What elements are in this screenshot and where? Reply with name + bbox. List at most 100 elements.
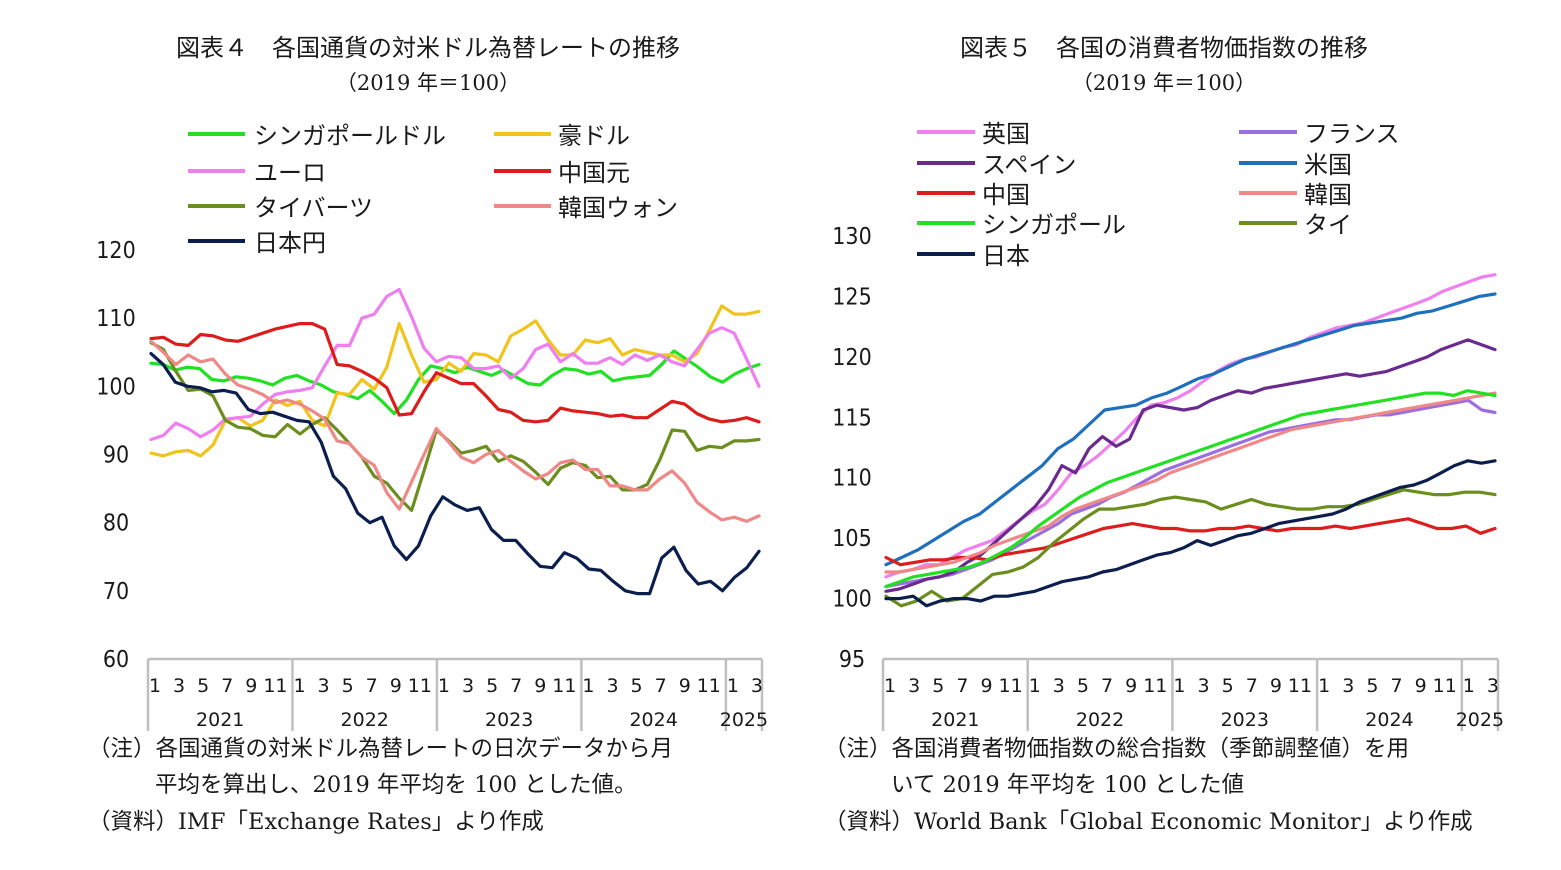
month-tick-label: 7 (956, 675, 968, 697)
y-tick-label: 90 (103, 443, 129, 469)
month-tick-label: 3 (173, 675, 185, 697)
year-tick-label: 2022 (341, 709, 389, 731)
series-lines (884, 273, 1497, 608)
month-tick-label: 7 (510, 675, 522, 697)
month-tick-label: 5 (342, 675, 354, 697)
month-tick-label: 5 (1222, 675, 1234, 697)
series-line-4 (149, 341, 761, 512)
series-line-8 (884, 459, 1497, 608)
month-tick-label: 9 (1270, 675, 1282, 697)
series-line-6 (149, 352, 761, 596)
month-tick-label: 5 (1077, 675, 1089, 697)
legend-label-krw: 韓国ウォン (558, 194, 678, 222)
month-tick-label: 1 (582, 675, 594, 697)
legend-label-us: 米国 (1304, 151, 1352, 179)
notes: （注）各国消費者物価指数の総合指数（季節調整値）を用 いて 2019 年平均を … (824, 736, 1473, 835)
legend-label-singapore: シンガポール (982, 211, 1126, 239)
chart-subtitle: （2019 年＝100） (1072, 71, 1256, 95)
series-line-7 (884, 488, 1497, 608)
y-tick-label: 110 (96, 306, 136, 332)
month-tick-label: 5 (197, 675, 209, 697)
month-tick-label: 9 (980, 675, 992, 697)
series-lines (149, 287, 761, 596)
legend: シンガポールドル 豪ドル ユーロ 中国元 タイバーツ 韓国ウォン 日本円 (188, 122, 678, 257)
y-tick-label: 70 (103, 579, 129, 605)
y-tick-label: 105 (832, 526, 872, 552)
month-tick-label: 7 (655, 675, 667, 697)
month-tick-label: 1 (1029, 675, 1041, 697)
y-tick-label: 110 (832, 466, 872, 492)
month-tick-label: 1 (438, 675, 450, 697)
month-tick-label: 9 (679, 675, 691, 697)
year-tick-label: 2021 (196, 709, 244, 731)
month-tick-label: 7 (366, 675, 378, 697)
note-line-1: （注）各国消費者物価指数の総合指数（季節調整値）を用 (824, 736, 1409, 762)
chart-title: 図表４ 各国通貨の対米ドル為替レートの推移 (176, 34, 680, 62)
month-tick-label: 3 (1487, 675, 1499, 697)
y-tick-label: 80 (103, 511, 129, 537)
month-tick-label: 7 (1246, 675, 1258, 697)
month-tick-label: 9 (390, 675, 402, 697)
month-tick-label: 1 (293, 675, 305, 697)
month-tick-label: 3 (606, 675, 618, 697)
month-tick-label: 5 (1366, 675, 1378, 697)
month-tick-label: 3 (1198, 675, 1210, 697)
month-tick-label: 11 (999, 675, 1023, 697)
month-tick-label: 11 (408, 675, 432, 697)
month-tick-label: 1 (884, 675, 896, 697)
month-tick-label: 1 (1463, 675, 1475, 697)
legend-label-thb: タイバーツ (254, 194, 373, 222)
month-tick-label: 3 (751, 675, 763, 697)
month-tick-label: 5 (486, 675, 498, 697)
month-tick-label: 1 (727, 675, 739, 697)
series-line-6 (884, 389, 1497, 589)
year-tick-label: 2024 (1365, 709, 1413, 731)
y-tick-label: 95 (839, 647, 865, 673)
legend-label-korea: 韓国 (1304, 181, 1352, 209)
year-tick-label: 2023 (485, 709, 533, 731)
month-tick-label: 7 (221, 675, 233, 697)
y-tick-label: 100 (96, 374, 136, 400)
chart-subtitle: （2019 年＝100） (336, 71, 520, 95)
series-line-5 (149, 339, 761, 523)
notes: （注）各国通貨の対米ドル為替レートの日次データから月 平均を算出し、2019 年… (88, 736, 673, 835)
y-tick-label: 130 (832, 224, 872, 250)
cpi-chart: 図表５ 各国の消費者物価指数の推移 （2019 年＝100） 英国 フランス ス… (824, 34, 1504, 835)
month-tick-label: 11 (552, 675, 576, 697)
y-axis-ticks: 95 100 105 110 115 120 125 130 (832, 224, 872, 673)
y-tick-label: 60 (103, 647, 129, 673)
month-tick-label: 3 (1053, 675, 1065, 697)
year-tick-label: 2024 (629, 709, 677, 731)
legend-label-uk: 英国 (982, 120, 1030, 148)
legend-label-cny: 中国元 (558, 159, 630, 187)
legend-label-china: 中国 (982, 181, 1030, 209)
chart-title: 図表５ 各国の消費者物価指数の推移 (960, 34, 1368, 62)
note-line-1: （注）各国通貨の対米ドル為替レートの日次データから月 (88, 736, 673, 762)
month-tick-label: 11 (697, 675, 721, 697)
month-tick-label: 9 (534, 675, 546, 697)
series-line-0 (149, 349, 761, 416)
legend-label-aud: 豪ドル (558, 122, 630, 150)
month-tick-label: 3 (462, 675, 474, 697)
month-tick-label: 11 (1143, 675, 1167, 697)
year-tick-label: 2022 (1076, 709, 1124, 731)
month-tick-label: 1 (1173, 675, 1185, 697)
series-line-4 (884, 517, 1497, 567)
series-line-3 (149, 322, 761, 424)
legend-label-japan: 日本 (982, 242, 1030, 270)
note-line-2: 平均を算出し、2019 年平均を 100 とした値。 (155, 772, 637, 798)
source-line: （資料）IMF「Exchange Rates」より作成 (88, 809, 544, 835)
month-tick-label: 1 (149, 675, 161, 697)
legend-label-eur: ユーロ (254, 159, 326, 187)
y-tick-label: 120 (832, 345, 872, 371)
month-tick-label: 9 (245, 675, 257, 697)
y-tick-label: 100 (832, 587, 872, 613)
month-tick-label: 5 (932, 675, 944, 697)
y-tick-label: 115 (832, 405, 872, 431)
series-line-2 (149, 287, 761, 442)
month-tick-label: 3 (1342, 675, 1354, 697)
month-tick-label: 9 (1125, 675, 1137, 697)
legend-label-sgd: シンガポールドル (254, 122, 446, 150)
